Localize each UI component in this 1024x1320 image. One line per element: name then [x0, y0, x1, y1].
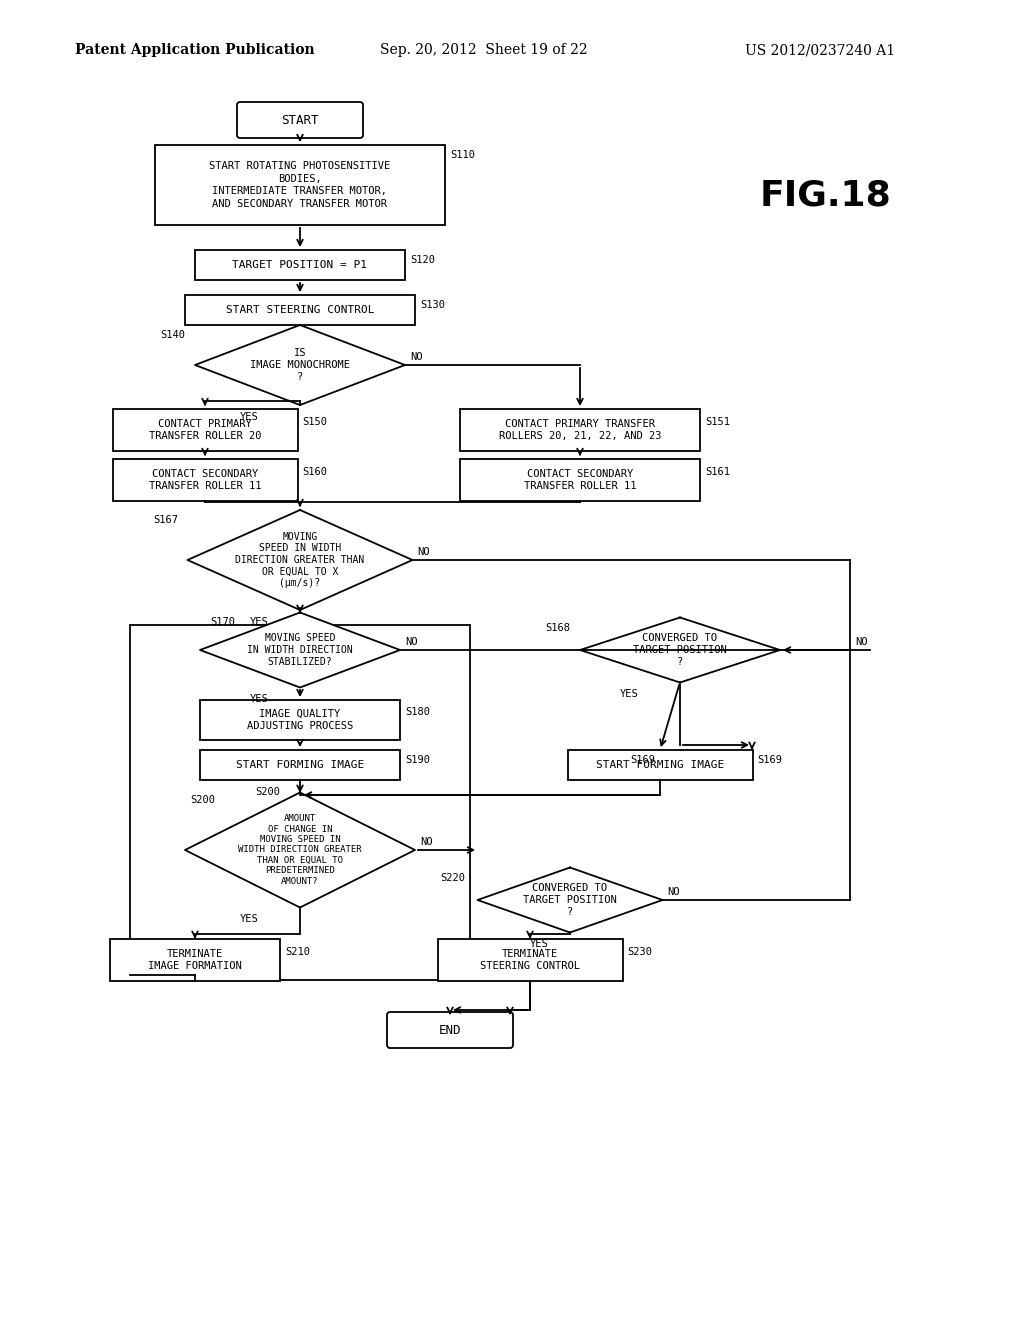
Text: YES: YES	[530, 939, 549, 949]
Text: S169: S169	[630, 755, 655, 766]
Text: MOVING SPEED
IN WIDTH DIRECTION
STABILIZED?: MOVING SPEED IN WIDTH DIRECTION STABILIZ…	[247, 634, 353, 667]
Text: S200: S200	[190, 795, 215, 805]
Text: CONTACT SECONDARY
TRANSFER ROLLER 11: CONTACT SECONDARY TRANSFER ROLLER 11	[523, 469, 636, 491]
FancyBboxPatch shape	[387, 1012, 513, 1048]
Text: S170: S170	[210, 616, 234, 627]
Text: CONVERGED TO
TARGET POSITION
?: CONVERGED TO TARGET POSITION ?	[523, 883, 616, 916]
Polygon shape	[580, 618, 780, 682]
Text: NO: NO	[417, 546, 429, 557]
Polygon shape	[477, 867, 663, 932]
Text: YES: YES	[250, 694, 268, 704]
FancyBboxPatch shape	[460, 409, 700, 451]
Text: YES: YES	[240, 412, 259, 422]
Text: START FORMING IMAGE: START FORMING IMAGE	[596, 760, 724, 770]
FancyBboxPatch shape	[460, 459, 700, 502]
FancyBboxPatch shape	[113, 409, 298, 451]
Text: START ROTATING PHOTOSENSITIVE
BODIES,
INTERMEDIATE TRANSFER MOTOR,
AND SECONDARY: START ROTATING PHOTOSENSITIVE BODIES, IN…	[209, 161, 390, 209]
Text: NO: NO	[410, 352, 423, 362]
Text: IMAGE QUALITY
ADJUSTING PROCESS: IMAGE QUALITY ADJUSTING PROCESS	[247, 709, 353, 731]
Text: S161: S161	[705, 467, 730, 477]
FancyBboxPatch shape	[437, 939, 623, 981]
Text: CONTACT PRIMARY
TRANSFER ROLLER 20: CONTACT PRIMARY TRANSFER ROLLER 20	[148, 418, 261, 441]
Text: S151: S151	[705, 417, 730, 426]
FancyBboxPatch shape	[200, 750, 400, 780]
Text: TERMINATE
STEERING CONTROL: TERMINATE STEERING CONTROL	[480, 949, 580, 972]
Text: S130: S130	[420, 300, 445, 310]
FancyBboxPatch shape	[200, 700, 400, 741]
Text: NO: NO	[855, 638, 867, 647]
Text: TARGET POSITION = P1: TARGET POSITION = P1	[232, 260, 368, 271]
Text: S200: S200	[255, 787, 280, 797]
Text: S110: S110	[450, 150, 475, 160]
Text: Sep. 20, 2012  Sheet 19 of 22: Sep. 20, 2012 Sheet 19 of 22	[380, 44, 588, 57]
Text: START: START	[282, 114, 318, 127]
FancyBboxPatch shape	[155, 145, 445, 224]
Text: START STEERING CONTROL: START STEERING CONTROL	[225, 305, 374, 315]
Text: S169: S169	[757, 755, 782, 766]
Text: S190: S190	[406, 755, 430, 766]
Text: IS
IMAGE MONOCHROME
?: IS IMAGE MONOCHROME ?	[250, 348, 350, 381]
Text: S150: S150	[302, 417, 327, 426]
Text: S140: S140	[160, 330, 185, 341]
Text: YES: YES	[620, 689, 639, 700]
Text: TERMINATE
IMAGE FORMATION: TERMINATE IMAGE FORMATION	[148, 949, 242, 972]
Text: S120: S120	[410, 255, 435, 265]
Polygon shape	[187, 510, 413, 610]
Text: YES: YES	[250, 616, 268, 627]
Text: START FORMING IMAGE: START FORMING IMAGE	[236, 760, 365, 770]
Polygon shape	[195, 325, 406, 405]
Text: NO: NO	[406, 638, 418, 647]
Text: S210: S210	[285, 946, 310, 957]
Text: S168: S168	[545, 623, 570, 634]
Text: NO: NO	[667, 887, 680, 898]
Text: FIG.18: FIG.18	[760, 178, 892, 213]
Text: AMOUNT
OF CHANGE IN
MOVING SPEED IN
WIDTH DIRECTION GREATER
THAN OR EQUAL TO
PRE: AMOUNT OF CHANGE IN MOVING SPEED IN WIDT…	[239, 814, 361, 886]
Text: S180: S180	[406, 708, 430, 717]
Text: S220: S220	[440, 873, 465, 883]
Text: CONTACT SECONDARY
TRANSFER ROLLER 11: CONTACT SECONDARY TRANSFER ROLLER 11	[148, 469, 261, 491]
Text: S167: S167	[153, 515, 178, 525]
Polygon shape	[200, 612, 400, 688]
Text: CONVERGED TO
TARGET POSITION
?: CONVERGED TO TARGET POSITION ?	[633, 634, 727, 667]
Text: MOVING
SPEED IN WIDTH
DIRECTION GREATER THAN
OR EQUAL TO X
(μm/s)?: MOVING SPEED IN WIDTH DIRECTION GREATER …	[236, 532, 365, 589]
Polygon shape	[185, 792, 415, 908]
Text: S160: S160	[302, 467, 327, 477]
Text: END: END	[438, 1023, 461, 1036]
Text: CONTACT PRIMARY TRANSFER
ROLLERS 20, 21, 22, AND 23: CONTACT PRIMARY TRANSFER ROLLERS 20, 21,…	[499, 418, 662, 441]
FancyBboxPatch shape	[567, 750, 753, 780]
Text: US 2012/0237240 A1: US 2012/0237240 A1	[745, 44, 895, 57]
Text: NO: NO	[420, 837, 432, 847]
FancyBboxPatch shape	[110, 939, 280, 981]
Text: S230: S230	[627, 946, 652, 957]
FancyBboxPatch shape	[195, 249, 406, 280]
Text: Patent Application Publication: Patent Application Publication	[75, 44, 314, 57]
FancyBboxPatch shape	[185, 294, 415, 325]
Text: YES: YES	[240, 913, 259, 924]
FancyBboxPatch shape	[237, 102, 362, 139]
FancyBboxPatch shape	[113, 459, 298, 502]
